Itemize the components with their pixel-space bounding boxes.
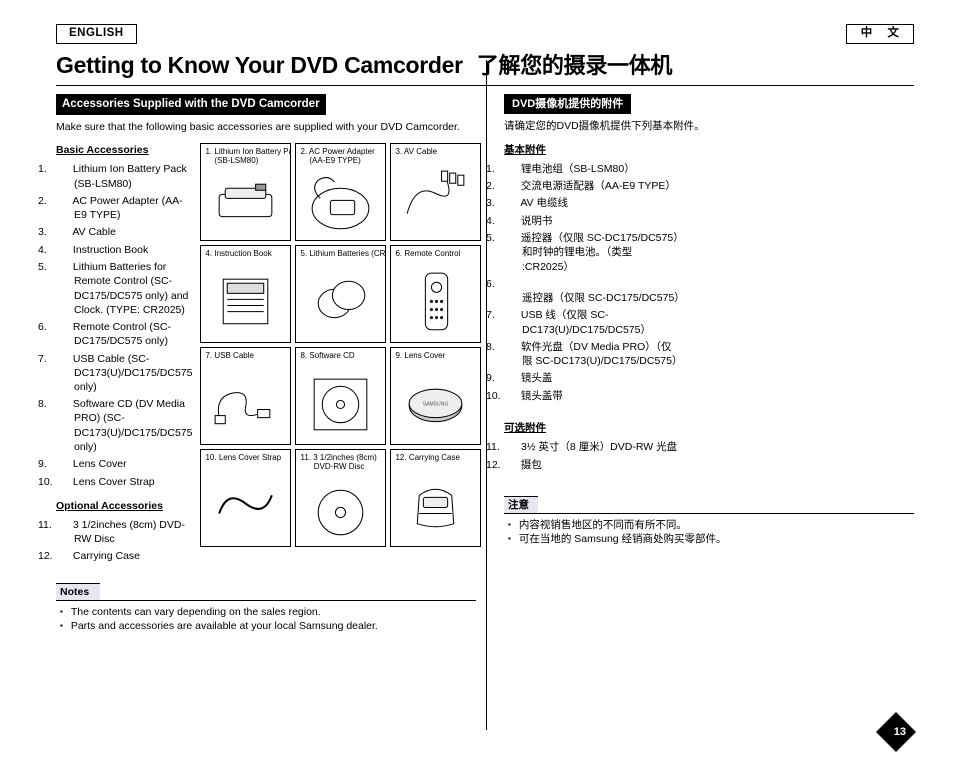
tile-caption: 3. AV Cable [395,147,476,156]
list-item: 10. 镜头盖带 [504,389,680,403]
list-item: 5. Lithium Batteries for Remote Control … [56,260,192,317]
accessory-tile: 1. Lithium Ion Battery Pack (SB-LSM80) [200,143,291,241]
tile-art [395,362,476,442]
list-item: 1. Lithium Ion Battery Pack (SB-LSM80) [56,162,192,190]
list-item: 12. Carrying Case [56,549,192,563]
tile-art [395,260,476,340]
tile-art [205,464,286,544]
lang-label-cn: 中 文 [846,24,914,44]
list-item: 7. USB Cable (SC-DC173(U)/DC175/DC575 on… [56,352,192,395]
page-title-cn: 了解您的摄录一体机 [477,51,672,81]
tile-art [205,168,286,239]
tile-art [205,260,286,340]
optional-accessories-list-cn: 11. 3½ 英寸（8 厘米）DVD-RW 光盘 12. 摄包 [504,440,680,472]
page-number: 13 [894,725,906,740]
tile-art [300,362,381,442]
list-item: 8. 软件光盘（DV Media PRO）（仅限 SC-DC173(U)/DC1… [504,340,680,368]
list-item: 4. 说明书 [504,214,680,228]
tile-caption: 7. USB Cable [205,351,286,360]
intro-text-en: Make sure that the following basic acces… [56,120,476,134]
basic-accessories-list-en: 1. Lithium Ion Battery Pack (SB-LSM80) 2.… [56,162,192,488]
tile-caption: 1. Lithium Ion Battery Pack (SB-LSM80) [205,147,286,165]
lang-label-en: ENGLISH [56,24,137,44]
notes-header-cn: 注意 [504,496,538,514]
tile-art [300,168,381,239]
accessory-tile: 2. AC Power Adapter (AA-E9 TYPE) [295,143,386,241]
column-divider [486,60,487,730]
tile-caption: 5. Lithium Batteries (CR2025) [300,249,381,258]
note-item: The contents can vary depending on the s… [60,605,476,619]
accessory-tile: 3. AV Cable [390,143,481,241]
accessory-tile: 10. Lens Cover Strap [200,449,291,547]
list-item: 2. AC Power Adapter (AA-E9 TYPE) [56,194,192,222]
tile-caption: 12. Carrying Case [395,453,476,462]
list-item: 8. Software CD (DV Media PRO) (SC-DC173(… [56,397,192,454]
basic-accessories-header-cn: 基本附件 [504,143,680,157]
list-item: 9. 镜头盖 [504,371,680,385]
list-item: 3. AV 电缆线 [504,196,680,210]
optional-accessories-header-cn: 可选附件 [504,421,680,435]
tile-art [395,464,476,544]
note-item: Parts and accessories are available at y… [60,619,476,633]
note-item: 可在当地的 Samsung 经销商处购买零部件。 [508,532,914,546]
tile-caption: 6. Remote Control [395,249,476,258]
list-item: 3. AV Cable [56,225,192,239]
intro-text-cn: 请确定您的DVD摄像机提供下列基本附件。 [504,119,914,133]
list-item: 10. Lens Cover Strap [56,475,192,489]
note-item: 内容视销售地区的不同而有所不同。 [508,518,914,532]
tile-caption: 9. Lens Cover [395,351,476,360]
accessory-tiles-grid: 1. Lithium Ion Battery Pack (SB-LSM80) 2.… [200,143,481,567]
tile-caption: 8. Software CD [300,351,381,360]
page-title-en: Getting to Know Your DVD Camcorder [56,50,463,81]
section-header-en: Accessories Supplied with the DVD Camcor… [56,94,326,116]
tile-caption: 11. 3 1/2inches (8cm) DVD-RW Disc [300,453,381,471]
accessory-tile: 4. Instruction Book [200,245,291,343]
tile-caption: 10. Lens Cover Strap [205,453,286,462]
list-item: 7. USB 线（仅限 SC-DC173(U)/DC175/DC575） [504,308,680,336]
tile-art [300,474,381,545]
list-item: 5. 遥控器（仅限 SC-DC175/DC575）和时钟的锂电池。（类型 :CR… [504,231,680,274]
notes-header-en: Notes [56,583,100,601]
basic-accessories-header-en: Basic Accessories [56,143,192,157]
basic-accessories-list-cn: 1. 锂电池组（SB-LSM80） 2. 交流电源适配器（AA-E9 TYPE） 3… [504,162,680,403]
notes-list-en: The contents can vary depending on the s… [56,601,476,633]
tile-art [395,158,476,238]
list-item: 6. Remote Control (SC-DC175/DC575 only) [56,320,192,348]
list-item: 11. 3½ 英寸（8 厘米）DVD-RW 光盘 [504,440,680,454]
accessory-tile: 7. USB Cable [200,347,291,445]
list-item: 12. 摄包 [504,458,680,472]
notes-list-cn: 内容视销售地区的不同而有所不同。可在当地的 Samsung 经销商处购买零部件。 [504,514,914,546]
tile-art [205,362,286,442]
accessory-tile: 8. Software CD [295,347,386,445]
tile-caption: 4. Instruction Book [205,249,286,258]
list-item: 11. 3 1/2inches (8cm) DVD-RW Disc [56,518,192,546]
list-item: 2. 交流电源适配器（AA-E9 TYPE） [504,179,680,193]
accessory-tile: 6. Remote Control [390,245,481,343]
list-item: 1. 锂电池组（SB-LSM80） [504,162,680,176]
accessory-tile: 5. Lithium Batteries (CR2025) [295,245,386,343]
section-header-cn: DVD摄像机提供的附件 [504,94,631,115]
optional-accessories-list-en: 11. 3 1/2inches (8cm) DVD-RW Disc 12. Car… [56,518,192,564]
accessory-tile: 12. Carrying Case [390,449,481,547]
accessory-tile: 11. 3 1/2inches (8cm) DVD-RW Disc [295,449,386,547]
list-item: 9. Lens Cover [56,457,192,471]
list-item: 6. 遥控器（仅限 SC-DC175/DC575） [504,277,680,305]
list-item: 4. Instruction Book [56,243,192,257]
tile-art [300,260,381,340]
accessory-tile: 9. Lens Cover [390,347,481,445]
tile-caption: 2. AC Power Adapter (AA-E9 TYPE) [300,147,381,165]
optional-accessories-header-en: Optional Accessories [56,499,192,513]
